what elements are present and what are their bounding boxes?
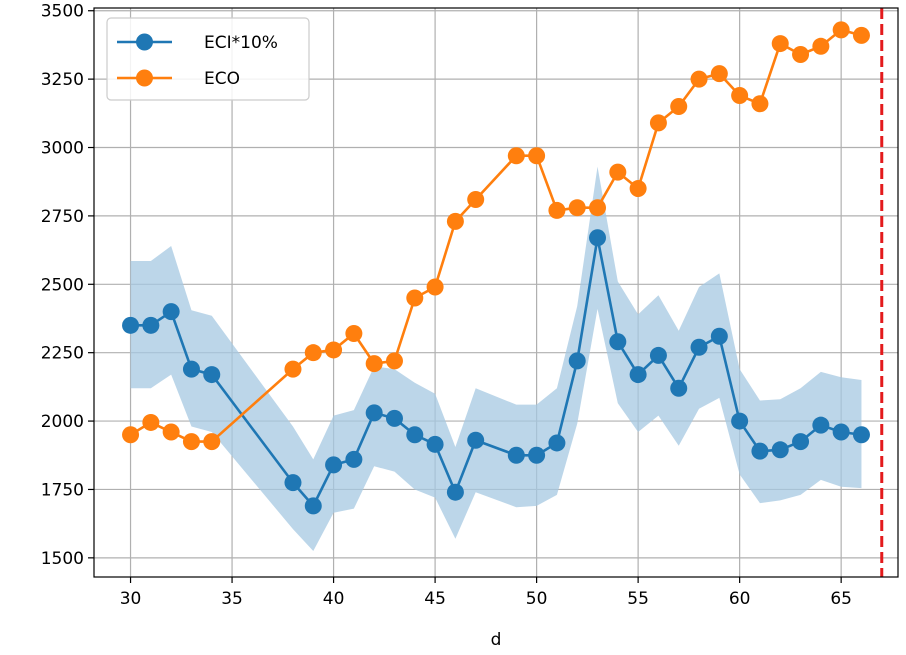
series-lines [122,21,870,515]
data-point [345,325,363,343]
data-point [365,404,383,422]
data-point [649,346,667,364]
y-tick-label: 2500 [41,275,84,295]
data-point [792,433,810,451]
data-point [629,180,647,198]
data-point [812,416,830,434]
data-point [385,409,403,427]
data-point [507,446,525,464]
data-point [304,497,322,515]
y-tick-label: 3250 [41,70,84,90]
x-tick-label: 55 [627,589,649,609]
data-point [690,338,708,356]
data-point [609,163,627,181]
data-point [426,278,444,296]
axis-ticks: 30 35 40 45 50 55 60 65 1500 1750 2000 2250 2500 2750… [41,2,852,609]
y-tick-label: 3500 [41,2,84,22]
legend-label: ECO [204,69,240,89]
x-tick-label: 60 [729,589,751,609]
data-point [203,433,221,451]
data-point [771,441,789,459]
data-point [852,426,870,444]
data-point [528,446,546,464]
data-point [609,333,627,351]
data-point [690,70,708,88]
data-point [122,426,140,444]
x-tick-label: 40 [323,589,345,609]
data-point [832,423,850,441]
data-point [548,434,566,452]
data-point [467,431,485,449]
data-point [568,352,586,370]
data-point [832,21,850,39]
data-point [528,147,546,165]
legend: ECI*10% ECO [106,17,310,101]
data-point [446,212,464,230]
x-tick-label: 35 [221,589,243,609]
data-point [751,442,769,460]
data-point [792,46,810,64]
data-point [467,190,485,208]
data-point [548,201,566,219]
data-point [162,423,180,441]
data-point [406,289,424,307]
data-point [507,147,525,165]
legend-marker [136,33,153,51]
data-point [812,37,830,55]
x-tick-label: 50 [526,589,548,609]
data-point [162,303,180,321]
data-point [284,360,302,378]
y-tick-label: 3000 [41,139,84,159]
data-point [365,355,383,373]
y-tick-label: 2250 [41,344,84,364]
data-point [589,229,607,247]
data-point [325,341,343,359]
x-tick-label: 45 [424,589,446,609]
data-point [771,35,789,53]
data-point [731,412,749,430]
data-point [345,450,363,468]
data-point [589,199,607,217]
data-point [852,26,870,44]
legend-box [106,17,310,101]
data-point [629,366,647,384]
y-tick-label: 1500 [41,549,84,569]
data-point [304,344,322,362]
data-point [568,199,586,217]
data-point [406,426,424,444]
data-point [182,360,200,378]
legend-label: ECI*10% [204,33,278,53]
data-point [751,95,769,113]
data-point [670,97,688,115]
data-point [731,87,749,105]
data-point [142,316,160,334]
x-axis-label: d [491,630,502,650]
data-point [284,474,302,492]
confidence-bands [130,166,862,552]
data-point [426,435,444,453]
data-point [385,352,403,370]
data-point [446,483,464,501]
data-point [710,65,728,83]
data-point [203,366,221,384]
data-point [182,433,200,451]
data-point [649,114,667,132]
y-tick-label: 2000 [41,412,84,432]
y-tick-label: 2750 [41,207,84,227]
plot-area-frame [93,7,899,578]
data-point [122,316,140,334]
data-point [710,327,728,345]
x-tick-label: 65 [830,589,852,609]
data-point [670,379,688,397]
confidence-band [130,166,862,552]
x-tick-label: 30 [120,589,142,609]
legend-marker [136,69,153,87]
data-point [325,456,343,474]
y-tick-label: 1750 [41,480,84,500]
data-point [142,413,160,431]
